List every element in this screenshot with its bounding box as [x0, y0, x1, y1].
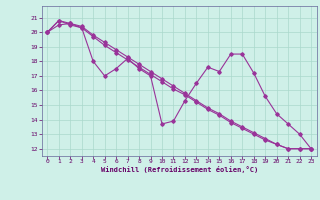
X-axis label: Windchill (Refroidissement éolien,°C): Windchill (Refroidissement éolien,°C): [100, 166, 258, 173]
